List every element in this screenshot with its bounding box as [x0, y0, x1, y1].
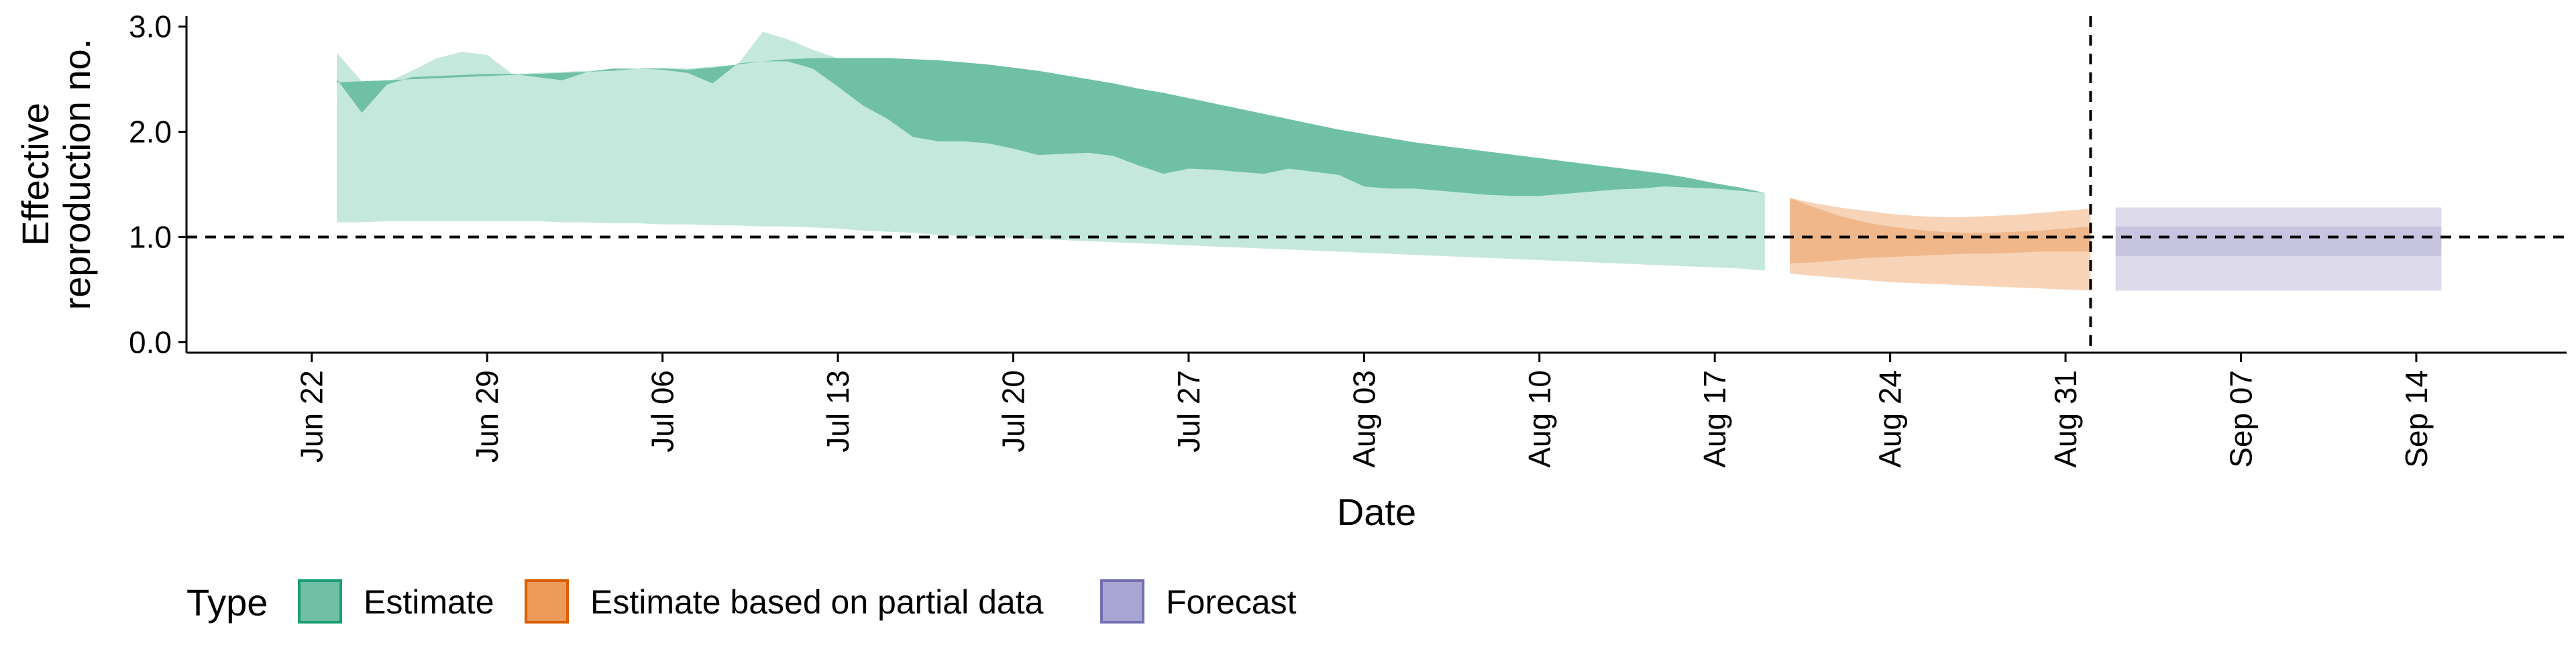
y-axis-title-line-1: Effective: [14, 103, 56, 246]
legend: Type Estimate Estimate based on partial d…: [186, 579, 1297, 624]
y-tick-label: 0.0: [129, 325, 172, 359]
x-tick-label: Jul 06: [645, 370, 680, 453]
legend-label-forecast: Forecast: [1166, 583, 1297, 621]
legend-label-estimate: Estimate: [364, 583, 494, 621]
legend-key-estimate-based-on-partial-data: [525, 579, 569, 624]
x-tick-label: Sep 07: [2224, 370, 2259, 468]
x-tick-label: Jun 22: [294, 370, 329, 463]
x-tick-label: Jun 29: [470, 370, 504, 463]
band-50-estimate: [337, 58, 1765, 196]
y-axis-title-line-2: reproduction no.: [56, 39, 98, 310]
band-50-forecast: [2115, 226, 2442, 256]
legend-title: Type: [186, 581, 268, 624]
x-tick-label: Sep 14: [2399, 370, 2434, 468]
x-tick-label: Aug 17: [1697, 370, 1732, 468]
x-axis-title: Date: [1337, 491, 1416, 533]
y-tick-label: 1.0: [129, 219, 172, 254]
legend-key-forecast: [1100, 579, 1144, 624]
x-tick-label: Jul 27: [1171, 370, 1206, 453]
legend-label-estimate-based-on-partial-data: Estimate based on partial data: [590, 583, 1044, 621]
x-tick-label: Jul 13: [820, 370, 855, 453]
axes-layer: [185, 16, 2567, 354]
x-tick-label: Aug 03: [1346, 370, 1381, 468]
x-tick-label: Aug 24: [1873, 370, 1908, 468]
y-tick-label: 3.0: [129, 9, 172, 44]
legend-key-estimate: [298, 579, 342, 624]
bands-layer: [337, 32, 2442, 291]
x-tick-label: Jul 20: [996, 370, 1031, 453]
x-tick-label: Aug 10: [1522, 370, 1557, 468]
ticks-layer: 0.0 1.0 2.0 3.0 Jun 22 Jun 29 Jul 06 Jul 13 Jul …: [129, 9, 2434, 468]
reference-lines-layer: [186, 16, 2567, 353]
x-tick-label: Aug 31: [2048, 370, 2083, 468]
y-tick-label: 2.0: [129, 115, 172, 150]
band-50-estimate-based-on-partial-data: [1790, 198, 2091, 263]
